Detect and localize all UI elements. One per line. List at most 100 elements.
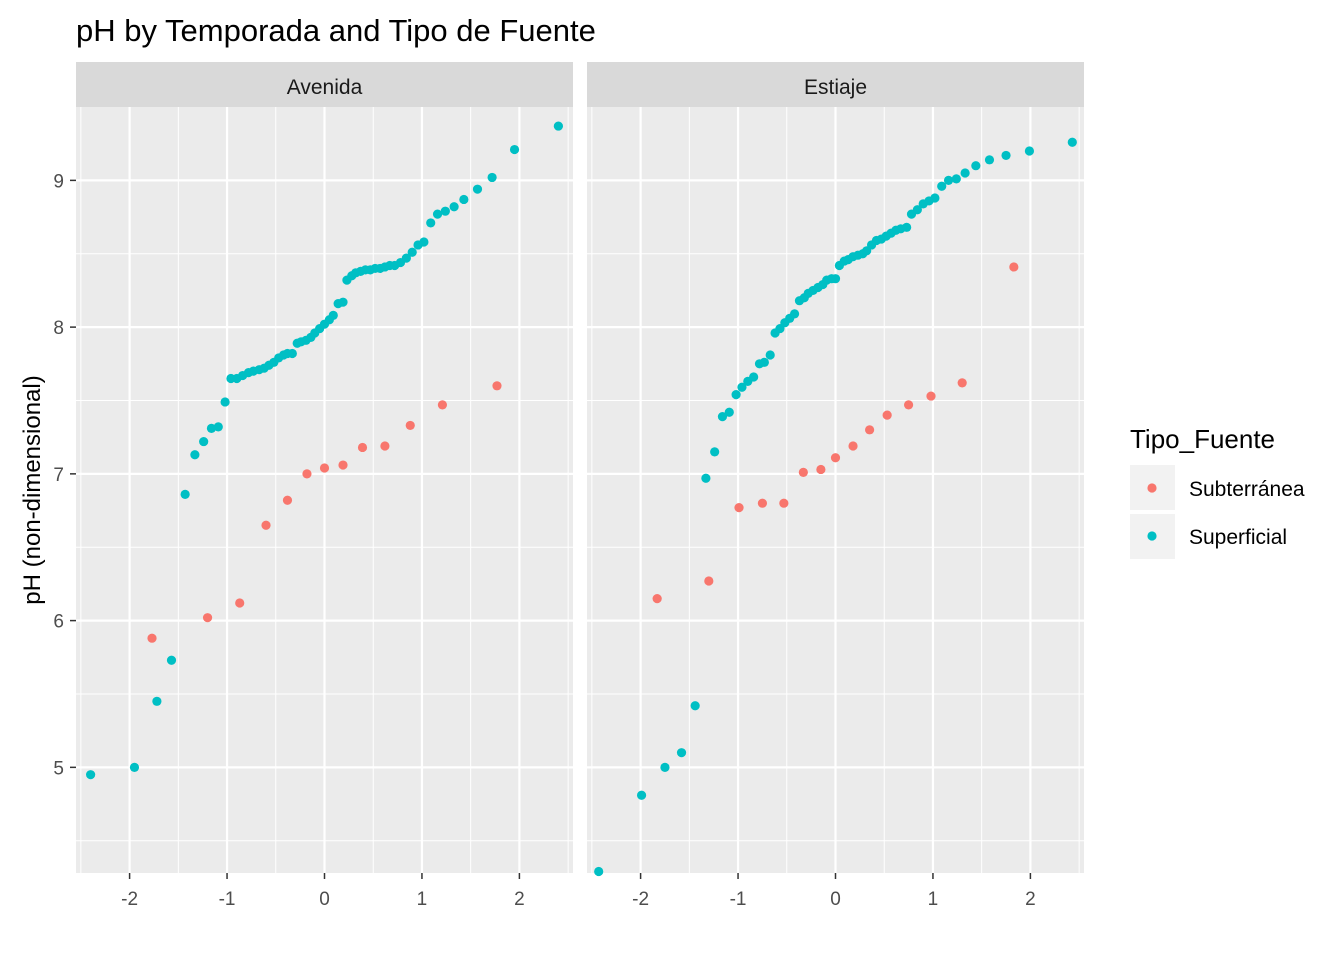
data-point-superficial	[432, 209, 443, 219]
y-tick-label: 9	[53, 171, 64, 192]
x-tick-label: 1	[417, 889, 428, 910]
y-tick-label: 5	[53, 758, 64, 779]
data-point-superficial	[419, 237, 429, 247]
data-point-superficial	[449, 202, 459, 212]
data-point-superficial	[328, 310, 338, 320]
data-point-subterranea	[816, 464, 826, 475]
facet-panel-estiaje: Estiaje -2 -1 0 1 2	[587, 62, 1084, 910]
data-point-superficial	[943, 175, 954, 185]
data-point-superficial	[129, 762, 140, 772]
data-point-superficial	[401, 253, 411, 263]
legend: Tipo_Fuente Subterránea Superficial	[1130, 424, 1305, 559]
data-point-subterranea	[338, 460, 348, 470]
data-point-superficial	[1067, 137, 1077, 147]
data-point-subterranea	[319, 463, 330, 473]
series-superficial-estiaje	[594, 137, 1077, 877]
data-point-subterranea	[405, 420, 415, 431]
data-point-subterranea	[830, 453, 841, 463]
data-point-subterranea	[302, 469, 312, 479]
data-point-subterranea	[704, 576, 714, 586]
data-point-superficial	[190, 450, 200, 460]
data-point-superficial	[749, 372, 759, 382]
data-point-superficial	[459, 194, 469, 205]
data-point-superficial	[971, 161, 981, 171]
data-point-superficial	[152, 696, 162, 706]
data-point-superficial	[765, 350, 775, 360]
facet-strip-estiaje	[587, 62, 1084, 107]
y-tick-label: 8	[53, 318, 64, 339]
data-point-subterranea	[903, 400, 914, 410]
data-point-subterranea	[848, 441, 858, 451]
x-tick-label: -1	[730, 889, 747, 910]
legend-key-superficial	[1147, 531, 1157, 541]
data-point-subterranea	[261, 520, 271, 530]
data-point-superficial	[660, 762, 670, 772]
data-point-superficial	[902, 222, 912, 232]
facet-strip-avenida	[76, 62, 573, 107]
x-tick-label: 0	[830, 889, 841, 910]
x-tick-label: 2	[1025, 889, 1036, 910]
legend-label-subterranea: Subterránea	[1189, 478, 1305, 501]
data-point-superficial	[472, 184, 483, 194]
data-point-subterranea	[957, 378, 967, 388]
data-point-superficial	[1001, 150, 1011, 161]
data-point-superficial	[984, 155, 995, 165]
x-tick-label: 1	[928, 889, 939, 910]
y-tick-label: 7	[53, 465, 64, 486]
data-point-subterranea	[734, 503, 744, 513]
facet-panels: Avenida -2 -1 0 1 2 5 6 7 8 9 Estiaje -2 -1 0 1 2	[53, 62, 1084, 910]
data-point-superficial	[426, 218, 436, 228]
data-point-superficial	[509, 144, 520, 155]
x-tick-label: 0	[319, 889, 330, 910]
data-point-subterranea	[380, 441, 390, 451]
data-point-superficial	[594, 866, 604, 877]
data-point-superficial	[930, 193, 940, 203]
data-point-superficial	[636, 790, 647, 800]
data-point-superficial	[440, 206, 450, 216]
data-point-superficial	[710, 447, 720, 457]
data-point-superficial	[701, 473, 711, 483]
data-point-superficial	[338, 297, 348, 307]
legend-title: Tipo_Fuente	[1130, 424, 1275, 454]
data-point-subterranea	[882, 410, 892, 420]
data-point-subterranea	[779, 498, 789, 508]
data-point-subterranea	[865, 425, 875, 435]
data-point-superficial	[690, 701, 700, 711]
facet-strip-label-avenida: Avenida	[287, 76, 363, 99]
y-tick-label: 6	[53, 612, 64, 633]
data-point-superficial	[960, 168, 970, 178]
legend-key-subterranea	[1147, 483, 1157, 493]
data-point-subterranea	[757, 498, 768, 508]
data-point-superficial	[407, 247, 417, 257]
x-tick-label: 2	[514, 889, 525, 910]
series-subterranea-avenida	[147, 381, 502, 643]
data-point-superficial	[717, 412, 728, 422]
data-point-superficial	[937, 181, 947, 191]
data-point-superficial	[951, 174, 961, 184]
data-point-superficial	[553, 121, 563, 131]
facet-strip-label-estiaje: Estiaje	[804, 76, 867, 99]
data-point-superficial	[676, 748, 687, 758]
data-point-subterranea	[147, 633, 157, 643]
data-point-subterranea	[926, 391, 936, 401]
x-tick-label: -2	[632, 889, 649, 910]
chart-title: pH by Temporada and Tipo de Fuente	[76, 13, 596, 48]
data-point-superficial	[220, 397, 230, 407]
data-point-subterranea	[1009, 262, 1019, 272]
data-point-superficial	[737, 382, 747, 392]
data-point-superficial	[86, 770, 96, 780]
x-tick-label: -2	[121, 889, 138, 910]
data-point-subterranea	[437, 400, 448, 410]
data-point-superficial	[287, 348, 297, 359]
data-point-superficial	[731, 390, 741, 400]
data-point-superficial	[912, 205, 922, 215]
series-superficial-avenida	[86, 121, 563, 780]
data-point-subterranea	[235, 598, 245, 608]
data-point-superficial	[724, 407, 734, 417]
y-axis-title: pH (non-dimensional)	[19, 375, 46, 604]
data-point-subterranea	[357, 442, 368, 453]
data-point-superficial	[830, 274, 841, 284]
x-tick-label: -1	[219, 889, 236, 910]
data-point-superficial	[213, 422, 223, 432]
